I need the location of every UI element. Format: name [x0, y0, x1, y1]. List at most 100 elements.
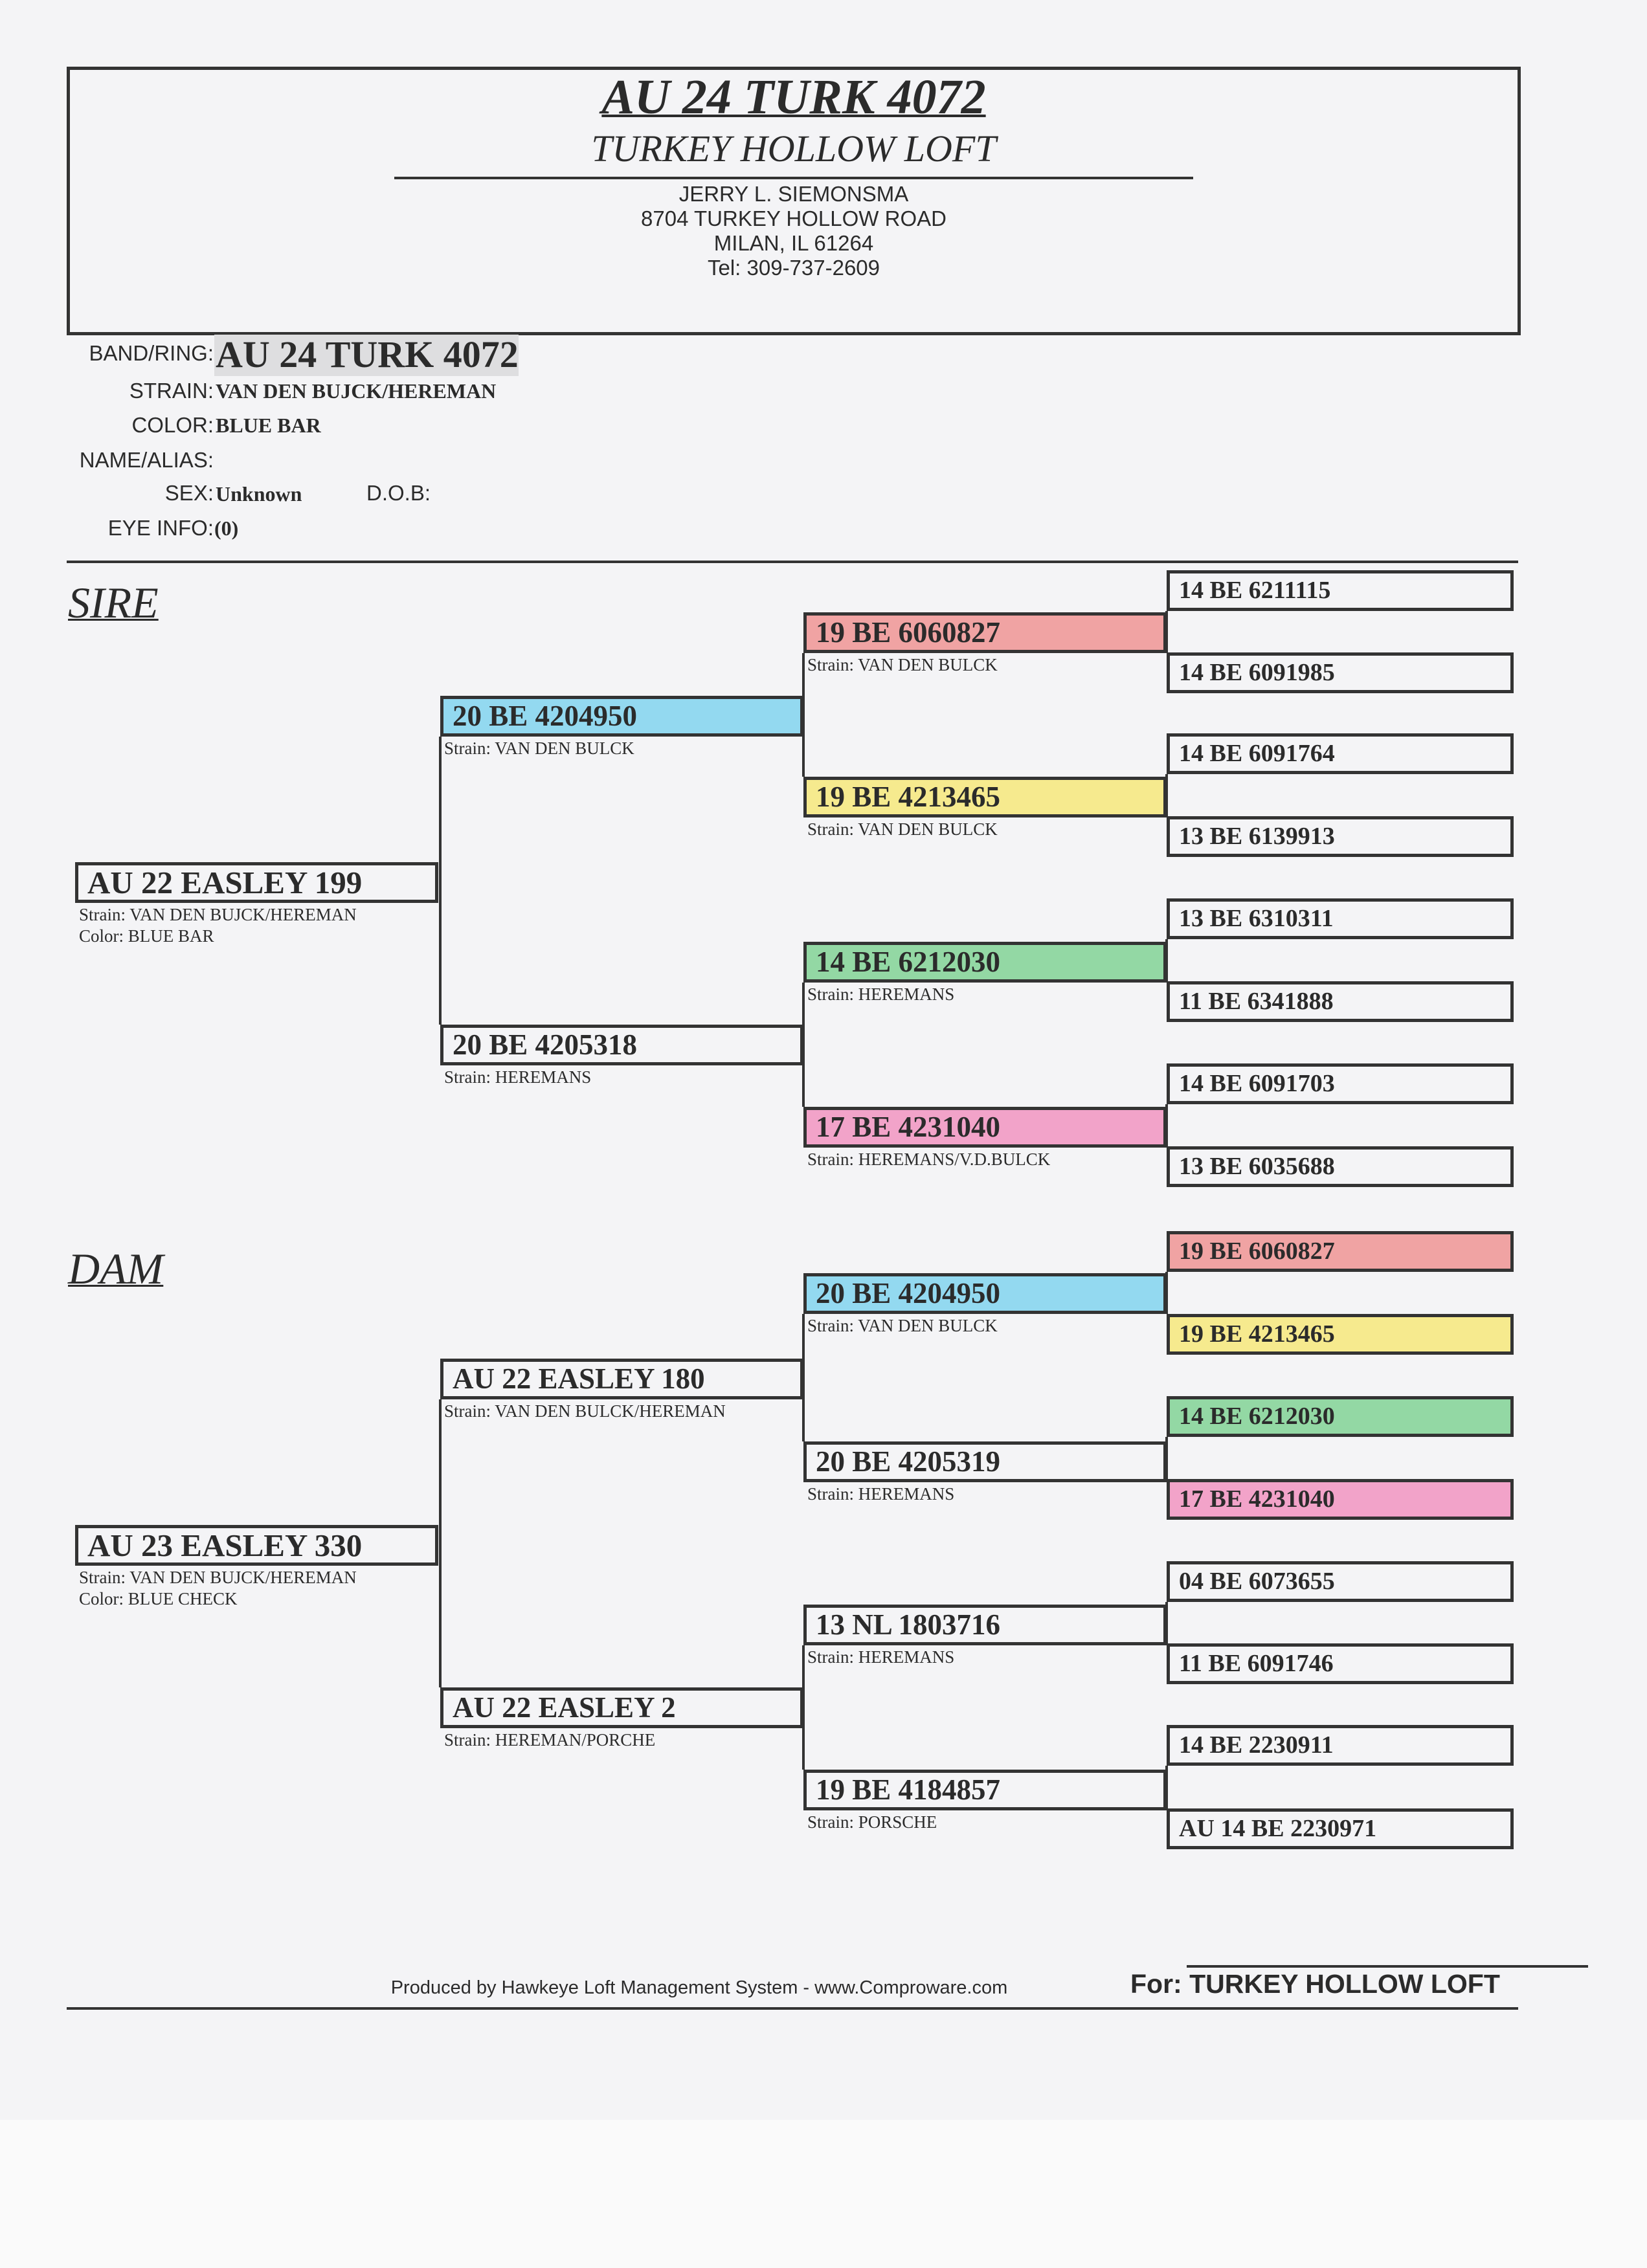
footer-divider: [67, 2007, 1518, 2010]
sire-gen4-box[interactable]: 11 BE 6341888: [1167, 981, 1514, 1022]
dam-gen1-color: Color: BLUE CHECK: [79, 1589, 238, 1608]
sire-gen1-color: Color: BLUE BAR: [79, 926, 214, 946]
ring-number: 19 BE 4184857: [816, 1773, 1001, 1806]
sire-gen3-box[interactable]: 17 BE 4231040: [803, 1107, 1167, 1148]
ring-number: 20 BE 4205318: [453, 1028, 638, 1061]
dam-gen4-box[interactable]: 14 BE 6212030: [1167, 1396, 1514, 1437]
name-alias-label: NAME/ALIAS:: [79, 448, 214, 472]
dam-gen3-connector: [802, 1314, 805, 1441]
sire-gen4-box[interactable]: 13 BE 6139913: [1167, 816, 1514, 857]
sire-gen3-strain: Strain: HEREMANS/V.D.BULCK: [807, 1150, 1051, 1169]
dam-gen1-box[interactable]: AU 23 EASLEY 330: [75, 1525, 438, 1566]
ring-number: 11 BE 6091746: [1179, 1650, 1334, 1677]
sire-gen4-box[interactable]: 14 BE 6091703: [1167, 1063, 1514, 1104]
ring-number: 20 BE 4204950: [816, 1277, 1001, 1309]
owner-name: JERRY L. SIEMONSMA: [678, 182, 909, 206]
dam-gen4-box[interactable]: 04 BE 6073655: [1167, 1561, 1514, 1602]
color-label: COLOR:: [131, 413, 214, 437]
dam-gen3-box[interactable]: 19 BE 4184857: [803, 1770, 1167, 1810]
owner-street: 8704 TURKEY HOLLOW ROAD: [641, 206, 947, 230]
sire-gen3-connector: [802, 653, 805, 777]
ring-number: 19 BE 4213465: [1179, 1320, 1335, 1348]
sire-gen1-strain: Strain: VAN DEN BUJCK/HEREMAN: [79, 905, 357, 924]
ring-number: 04 BE 6073655: [1179, 1568, 1335, 1595]
ring-number: 20 BE 4204950: [453, 700, 638, 732]
ring-number: AU 14 BE 2230971: [1179, 1815, 1377, 1842]
eye-info-label: EYE INFO:: [107, 516, 214, 540]
ring-number: 14 BE 6211115: [1179, 577, 1331, 604]
sire-gen3-box[interactable]: 19 BE 4213465: [803, 777, 1167, 817]
section-divider: [67, 561, 1518, 563]
header-box: AU 24 TURK 4072 TURKEY HOLLOW LOFT JERRY…: [67, 67, 1521, 335]
loft-name: TURKEY HOLLOW LOFT: [591, 128, 996, 170]
dam-gen4-box[interactable]: AU 14 BE 2230971: [1167, 1808, 1514, 1849]
dam-gen4-connector: [1165, 1766, 1168, 1808]
dam-gen2-box[interactable]: AU 22 EASLEY 2: [440, 1687, 803, 1728]
dam-gen4-connector: [1165, 1437, 1168, 1479]
dam-gen4-box[interactable]: 14 BE 2230911: [1167, 1725, 1514, 1766]
sex-label: SEX:: [164, 481, 214, 505]
sire-gen4-connector: [1165, 1104, 1168, 1146]
sire-gen4-box[interactable]: 13 BE 6310311: [1167, 898, 1514, 939]
ring-number: 17 BE 4231040: [816, 1111, 1001, 1143]
dam-gen4-connector: [1165, 1602, 1168, 1643]
ring-number: 14 BE 6212030: [816, 946, 1001, 978]
dam-gen2-strain: Strain: VAN DEN BULCK/HEREMAN: [444, 1401, 726, 1421]
ring-number: AU 22 EASLEY 180: [453, 1362, 705, 1395]
ring-number: 14 BE 6091703: [1179, 1070, 1335, 1097]
dam-gen2-box[interactable]: AU 22 EASLEY 180: [440, 1359, 803, 1399]
band-highlight: [214, 335, 519, 376]
ring-number: 19 BE 6060827: [816, 616, 1001, 649]
dam-gen4-box[interactable]: 19 BE 6060827: [1167, 1231, 1514, 1272]
sire-gen4-box[interactable]: 14 BE 6211115: [1167, 570, 1514, 611]
sire-gen3-connector: [802, 983, 805, 1107]
sire-gen2-strain: Strain: VAN DEN BULCK: [444, 739, 634, 758]
dam-heading: DAM: [68, 1244, 164, 1293]
sire-gen4-connector: [1165, 611, 1168, 652]
ring-number: 13 BE 6035688: [1179, 1153, 1335, 1180]
dam-gen3-connector: [802, 1645, 805, 1770]
ring-number: AU 22 EASLEY 2: [453, 1691, 676, 1724]
ring-number: 13 BE 6139913: [1179, 823, 1335, 850]
dam-gen3-box[interactable]: 13 NL 1803716: [803, 1605, 1167, 1645]
header-divider: [394, 177, 1193, 179]
page-bottom-margin: [0, 2120, 1647, 2268]
ring-number: 17 BE 4231040: [1179, 1485, 1335, 1513]
owner-city: MILAN, IL 61264: [713, 231, 874, 255]
dam-gen4-connector: [1165, 1272, 1168, 1314]
dam-gen4-box[interactable]: 11 BE 6091746: [1167, 1643, 1514, 1684]
ring-number: 14 BE 2230911: [1179, 1731, 1334, 1759]
sire-gen3-box[interactable]: 14 BE 6212030: [803, 942, 1167, 983]
dob-label: D.O.B:: [366, 481, 431, 505]
dam-gen4-box[interactable]: 19 BE 4213465: [1167, 1314, 1514, 1355]
dam-gen4-box[interactable]: 17 BE 4231040: [1167, 1479, 1514, 1520]
ring-number: 19 BE 4213465: [816, 781, 1001, 813]
sire-gen4-box[interactable]: 14 BE 6091764: [1167, 733, 1514, 774]
sire-gen4-box[interactable]: 13 BE 6035688: [1167, 1146, 1514, 1187]
sire-gen2-box[interactable]: 20 BE 4204950: [440, 696, 803, 737]
ring-number: 19 BE 6060827: [1179, 1238, 1335, 1265]
footer-for-loft: For: TURKEY HOLLOW LOFT: [1130, 1969, 1500, 1999]
sire-gen2-strain: Strain: HEREMANS: [444, 1067, 592, 1087]
dam-gen3-box[interactable]: 20 BE 4204950: [803, 1273, 1167, 1314]
ring-number: 14 BE 6091764: [1179, 740, 1335, 767]
dam-gen2-strain: Strain: HEREMAN/PORCHE: [444, 1730, 656, 1750]
dam-gen3-strain: Strain: VAN DEN BULCK: [807, 1316, 998, 1335]
sire-gen3-strain: Strain: HEREMANS: [807, 984, 955, 1004]
color-value: BLUE BAR: [216, 414, 321, 437]
footer-signature-line: [1187, 1965, 1588, 1968]
ring-number: 13 NL 1803716: [816, 1608, 1001, 1641]
sire-gen1-box[interactable]: AU 22 EASLEY 199: [75, 862, 438, 903]
ring-number: 11 BE 6341888: [1179, 988, 1334, 1015]
sire-gen3-box[interactable]: 19 BE 6060827: [803, 612, 1167, 653]
strain-label: STRAIN:: [129, 379, 214, 403]
ring-number: 14 BE 6091985: [1179, 659, 1335, 686]
dam-gen3-box[interactable]: 20 BE 4205319: [803, 1441, 1167, 1482]
sire-gen2-box[interactable]: 20 BE 4205318: [440, 1025, 803, 1065]
owner-phone: Tel: 309-737-2609: [707, 256, 880, 280]
sire-gen2-connector: [439, 737, 442, 1025]
sire-gen4-box[interactable]: 14 BE 6091985: [1167, 652, 1514, 693]
band-label: BAND/RING:: [89, 341, 214, 365]
sire-gen3-strain: Strain: VAN DEN BULCK: [807, 819, 998, 839]
ring-number: AU 22 EASLEY 199: [87, 865, 363, 900]
